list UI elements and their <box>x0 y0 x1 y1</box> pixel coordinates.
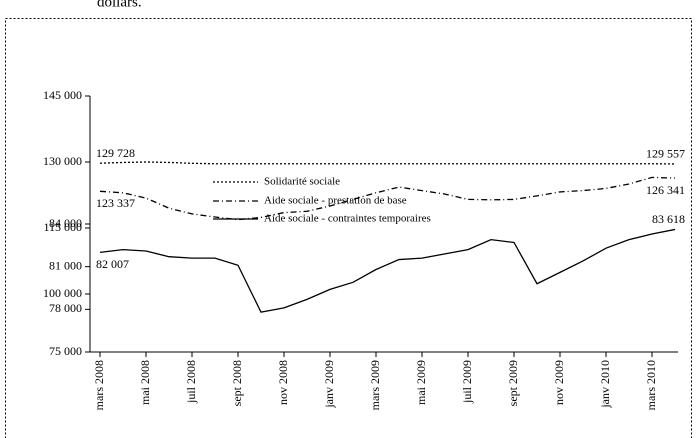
x-tick-label: nov 2009 <box>552 360 566 405</box>
value-label: 126 341 <box>646 183 685 197</box>
value-label: 82 007 <box>96 257 129 271</box>
y-tick-label: 75 000 <box>49 344 82 358</box>
value-label: 129 728 <box>96 146 135 160</box>
x-tick-label: sept 2008 <box>230 360 244 406</box>
y-tick-label: 100 000 <box>43 286 82 300</box>
x-tick-label: juil 2009 <box>460 360 474 404</box>
series-line <box>99 161 676 165</box>
x-tick-label: janv 2010 <box>598 360 612 409</box>
x-tick-label: mai 2008 <box>138 360 152 405</box>
value-label: 83 618 <box>652 212 685 226</box>
y-tick-label: 115 000 <box>43 220 82 234</box>
value-label: 129 557 <box>646 147 685 161</box>
y-tick-label: 130 000 <box>43 154 82 168</box>
x-tick-label: mai 2009 <box>414 360 428 405</box>
y-tick-label: 145 000 <box>43 88 82 102</box>
value-label: 123 337 <box>96 196 135 210</box>
y-tick-label: 78 000 <box>49 301 82 315</box>
y-tick-label: 81 000 <box>49 258 82 272</box>
x-tick-label: mars 2010 <box>644 360 658 410</box>
legend-label: Aide sociale - prestation de base <box>264 195 407 207</box>
series-line <box>99 228 676 313</box>
x-tick-label: sept 2009 <box>506 360 520 406</box>
frame <box>5 18 692 438</box>
x-tick-label: mars 2009 <box>368 360 382 410</box>
x-tick-label: juil 2008 <box>184 360 198 404</box>
x-tick-label: mars 2008 <box>92 360 106 410</box>
caption: dollars. <box>97 0 142 10</box>
y-tick-label: 84 000 <box>49 216 82 230</box>
x-tick-label: nov 2008 <box>276 360 290 405</box>
legend-label: Solidarité sociale <box>264 176 340 188</box>
x-tick-label: janv 2009 <box>322 360 336 409</box>
legend-label: Aide sociale - contraintes temporaires <box>264 213 431 225</box>
